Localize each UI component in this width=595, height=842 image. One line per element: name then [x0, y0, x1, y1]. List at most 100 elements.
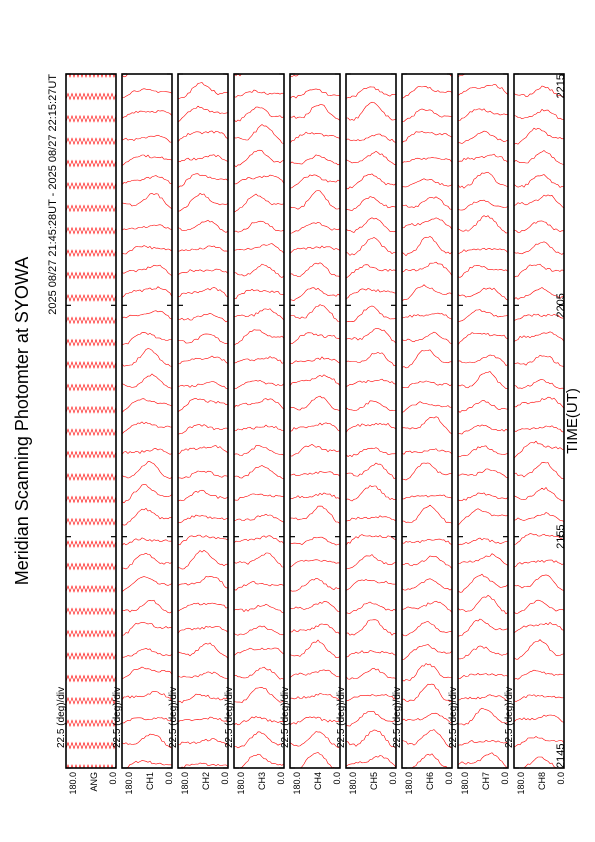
- trace-line: [458, 492, 508, 501]
- trace-line: [122, 733, 172, 749]
- trace-line: [346, 150, 396, 166]
- trace-line: [514, 669, 564, 680]
- trace-group: [514, 68, 564, 768]
- trace-line: [178, 625, 228, 634]
- panel-ch8: 180.0 0.0 CH8 22.5 (deg)/div: [504, 68, 566, 795]
- trace-line: [290, 623, 340, 635]
- trace-line: [122, 373, 172, 389]
- trace-line: [234, 465, 284, 479]
- trace-line: [346, 351, 396, 367]
- trace-line: [178, 576, 228, 589]
- trace-line: [234, 89, 284, 98]
- trace-line: [66, 383, 116, 392]
- scale-label: 22.5 (deg)/div: [448, 687, 459, 748]
- trace-line: [402, 157, 452, 164]
- trace-line: [178, 219, 228, 233]
- trace-line: [458, 371, 508, 390]
- trace-line: [514, 533, 564, 545]
- trace-line: [66, 562, 116, 571]
- trace-line: [66, 204, 116, 213]
- panel-ch2: 180.0 0.0 CH2 22.5 (deg)/div: [168, 73, 230, 795]
- trace-group: [66, 74, 116, 768]
- trace-line: [514, 68, 564, 74]
- trace-line: [290, 190, 340, 210]
- trace-line: [122, 332, 172, 345]
- trace-line: [66, 249, 116, 258]
- trace-line: [178, 489, 228, 502]
- trace-line: [346, 485, 396, 502]
- trace-line: [290, 716, 340, 726]
- trace-line: [290, 356, 340, 365]
- trace-line: [458, 84, 508, 96]
- trace-line: [402, 284, 452, 302]
- trace-line: [458, 354, 508, 366]
- trace-line: [458, 424, 508, 435]
- trace-line: [122, 134, 172, 143]
- trace-line: [402, 555, 452, 570]
- trace-line: [514, 396, 564, 409]
- y-tick-min: 0.0: [164, 772, 174, 785]
- trace-line: [346, 217, 396, 233]
- trace-line: [514, 194, 564, 209]
- panel-frame: [233, 73, 285, 769]
- trace-line: [66, 137, 116, 146]
- panel-ch3: 180.0 0.0 CH3 22.5 (deg)/div: [224, 73, 286, 795]
- trace-line: [122, 461, 172, 479]
- panel-ch1: 180.0 0.0 CH1 22.5 (deg)/div: [112, 73, 174, 795]
- trace-line: [402, 130, 452, 143]
- trace-line: [178, 762, 228, 768]
- trace-line: [458, 108, 508, 121]
- trace-line: [514, 85, 564, 98]
- panel-ang: 180.0 0.0 ANG 22.5 (deg)/div: [56, 73, 118, 795]
- trace-line: [122, 264, 172, 277]
- trace-line: [234, 552, 284, 568]
- trace-line: [178, 534, 228, 546]
- trace-line: [346, 400, 396, 411]
- trace-line: [514, 150, 564, 165]
- trace-line: [234, 288, 284, 300]
- trace-line: [458, 468, 508, 478]
- trace-line: [402, 663, 452, 682]
- y-tick-max: 180.0: [180, 772, 190, 795]
- y-tick-max: 180.0: [292, 772, 302, 795]
- trace-line: [290, 131, 340, 144]
- y-tick-max: 180.0: [516, 772, 526, 795]
- trace-line: [234, 625, 284, 636]
- trace-line: [122, 717, 172, 724]
- trace-line: [290, 104, 340, 121]
- trace-line: [66, 473, 116, 481]
- trace-line: [514, 354, 564, 367]
- trace-line: [346, 667, 396, 680]
- trace-line: [122, 398, 172, 413]
- channel-label: CH2: [201, 772, 211, 790]
- x-axis-label: TIME(UT): [564, 388, 581, 454]
- trace-line: [234, 603, 284, 614]
- channel-label: CH5: [369, 772, 379, 790]
- trace-line: [346, 579, 396, 591]
- channel-label: CH8: [537, 772, 547, 790]
- trace-line: [66, 338, 116, 347]
- trace-line: [66, 361, 116, 369]
- trace-line: [290, 505, 340, 525]
- trace-line: [514, 714, 564, 723]
- trace-line: [290, 245, 340, 254]
- trace-line: [402, 416, 452, 435]
- trace-line: [234, 716, 284, 726]
- trace-line: [514, 108, 564, 120]
- trace-line: [290, 692, 340, 702]
- y-tick-max: 180.0: [404, 772, 414, 795]
- trace-line: [514, 220, 564, 233]
- trace-line: [458, 752, 508, 768]
- trace-line: [346, 101, 396, 121]
- trace-line: [122, 175, 172, 185]
- trace-line: [458, 215, 508, 234]
- trace-line: [402, 494, 452, 500]
- trace-line: [514, 287, 564, 300]
- trace-line: [458, 645, 508, 660]
- trace-line: [122, 552, 172, 570]
- trace-line: [402, 504, 452, 524]
- trace-line: [458, 740, 508, 746]
- trace-line: [458, 287, 508, 301]
- trace-line: [290, 304, 340, 322]
- trace-line: [402, 349, 452, 369]
